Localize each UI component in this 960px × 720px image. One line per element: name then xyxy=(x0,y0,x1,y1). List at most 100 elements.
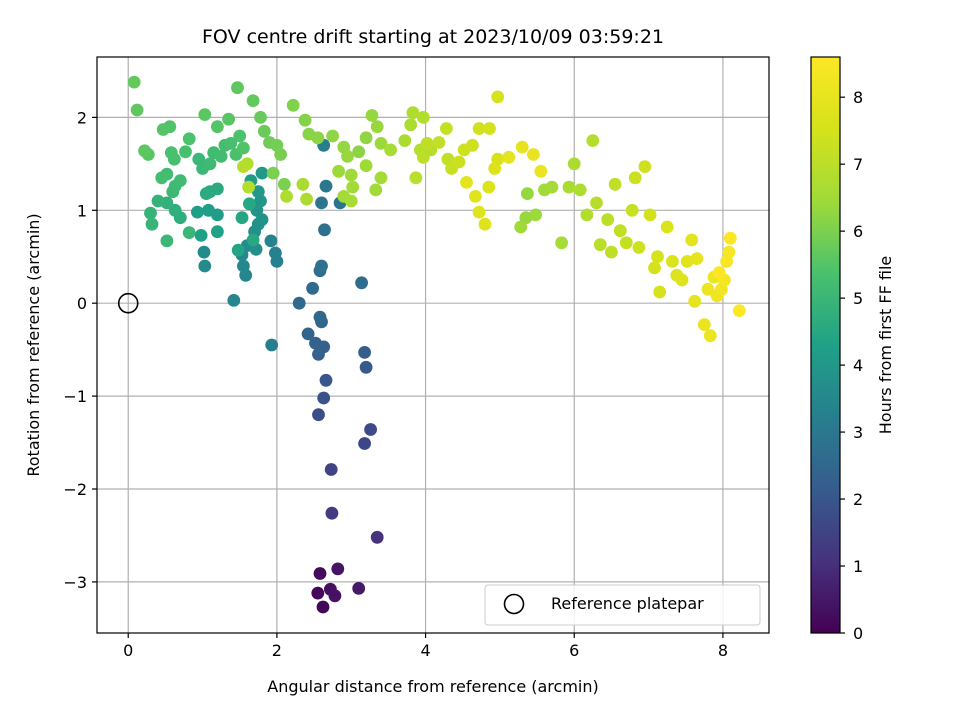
data-point xyxy=(469,190,482,203)
data-point xyxy=(328,589,342,603)
data-point xyxy=(685,233,699,247)
x-axis-label: Angular distance from reference (arcmin) xyxy=(267,677,598,696)
data-point xyxy=(416,150,430,164)
data-point xyxy=(227,294,241,307)
data-point xyxy=(432,136,446,149)
data-point xyxy=(472,205,486,219)
data-point xyxy=(198,259,212,273)
data-point xyxy=(482,180,496,194)
data-point xyxy=(255,166,269,180)
data-point xyxy=(384,143,397,157)
data-point xyxy=(325,506,339,520)
data-point xyxy=(593,238,607,252)
data-point xyxy=(355,276,368,290)
colorbar-tick-label: 1 xyxy=(853,557,863,576)
data-point xyxy=(690,252,704,265)
data-point xyxy=(237,160,250,174)
data-point xyxy=(311,586,325,600)
data-point xyxy=(628,171,642,185)
data-point xyxy=(266,166,280,180)
data-point xyxy=(199,187,213,201)
data-point xyxy=(211,120,224,134)
colorbar-label: Hours from first FF file xyxy=(876,256,895,435)
data-point xyxy=(697,318,711,331)
data-point xyxy=(364,423,377,436)
colorbar-tick-label: 8 xyxy=(853,88,863,107)
data-point xyxy=(145,217,159,231)
data-point xyxy=(723,231,737,245)
colorbar-tick-label: 0 xyxy=(853,624,863,643)
data-point xyxy=(344,194,358,208)
reference-platepar-marker xyxy=(117,292,139,314)
data-point xyxy=(214,150,228,163)
data-point xyxy=(182,132,196,146)
data-point xyxy=(632,241,646,254)
chart-title: FOV centre drift starting at 2023/10/09 … xyxy=(202,26,664,48)
data-point xyxy=(374,171,388,185)
data-point xyxy=(280,190,293,203)
data-point xyxy=(168,203,182,217)
x-tick-label: 6 xyxy=(569,641,579,660)
data-point xyxy=(326,129,339,143)
data-point xyxy=(608,177,622,191)
data-point xyxy=(286,98,300,112)
data-point xyxy=(231,243,245,257)
data-point xyxy=(319,373,333,387)
x-tick-label: 0 xyxy=(123,641,133,660)
data-point xyxy=(233,129,247,143)
data-point xyxy=(224,137,238,150)
data-point xyxy=(318,223,331,237)
data-point xyxy=(237,259,250,273)
colorbar-tick-label: 5 xyxy=(853,289,863,308)
data-point xyxy=(164,146,178,160)
data-point xyxy=(292,296,306,310)
data-point xyxy=(313,567,327,580)
data-point xyxy=(613,224,627,238)
data-point xyxy=(365,109,379,122)
y-tick-label: −1 xyxy=(63,387,87,406)
data-point xyxy=(127,75,141,89)
data-point xyxy=(312,347,325,361)
data-point xyxy=(317,391,331,405)
data-point xyxy=(265,338,279,352)
data-point xyxy=(521,187,534,201)
data-point xyxy=(712,266,726,279)
data-point xyxy=(440,122,453,135)
data-point xyxy=(722,245,736,259)
data-point xyxy=(452,155,466,169)
data-point xyxy=(483,122,496,135)
data-point xyxy=(315,259,328,273)
data-point xyxy=(416,111,430,124)
data-point xyxy=(478,217,492,231)
data-point xyxy=(315,315,328,329)
data-point xyxy=(374,137,388,150)
data-point xyxy=(315,196,328,210)
x-tick-label: 8 xyxy=(718,641,728,660)
data-point xyxy=(619,236,633,250)
data-point xyxy=(277,177,291,191)
data-point xyxy=(605,245,618,259)
data-point xyxy=(370,530,384,544)
data-point xyxy=(251,185,265,199)
data-point xyxy=(243,197,256,211)
x-axis-ticks: 0 2 4 6 8 xyxy=(123,633,728,660)
data-point xyxy=(680,255,694,268)
data-point xyxy=(352,145,366,159)
data-point xyxy=(359,159,373,173)
data-point xyxy=(331,562,345,576)
data-point xyxy=(359,131,373,145)
data-point xyxy=(472,122,486,135)
data-point xyxy=(316,600,330,614)
data-point xyxy=(688,294,702,308)
data-point xyxy=(182,226,196,240)
data-point xyxy=(202,203,215,217)
data-point xyxy=(358,346,371,359)
data-point xyxy=(194,229,208,242)
colorbar-tick-label: 6 xyxy=(853,222,863,241)
data-point xyxy=(346,180,360,194)
data-point xyxy=(562,180,576,194)
colorbar-tick-label: 4 xyxy=(853,356,863,375)
data-point xyxy=(211,225,224,239)
legend: Reference platepar xyxy=(484,584,761,626)
data-point xyxy=(358,437,371,450)
